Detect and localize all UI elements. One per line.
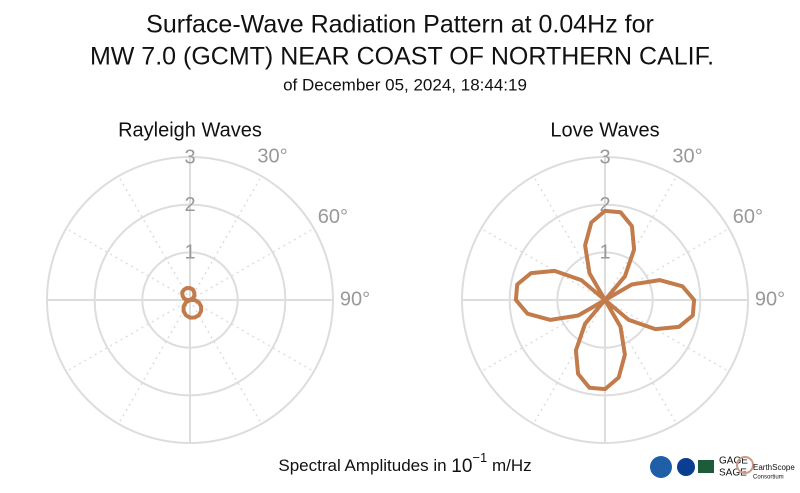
polar-chart: Love Waves 1 2 3 30° 60° 90° [461, 119, 785, 444]
logo-sage: SAGE [719, 468, 747, 479]
logo-earthscope: EarthScope [753, 463, 795, 472]
logo-usgs [698, 460, 714, 473]
grid-circle [508, 203, 702, 397]
title-line: MW 7.0 (GCMT) NEAR COAST OF NORTHERN CAL… [90, 43, 714, 71]
theta-tick-label: 90° [340, 288, 370, 310]
r-tick-label: 3 [599, 146, 610, 168]
footer-text: Spectral Amplitudes in [278, 456, 451, 475]
logo-nsf [650, 456, 672, 478]
chart-title: Rayleigh Waves [118, 119, 262, 141]
footer-base: 10 [451, 456, 472, 477]
footer: Spectral Amplitudes in 10−1 m/Hz [278, 450, 531, 477]
footer-unit: m/Hz [487, 456, 531, 475]
logo-nasa [677, 458, 695, 476]
logo-gage: GAGE [719, 456, 748, 467]
theta-tick-label: 30° [672, 145, 702, 167]
pattern-line [180, 286, 204, 320]
logo-consortium: Consortium [753, 475, 784, 481]
r-tick-label: 2 [184, 194, 195, 216]
title-line: Surface-Wave Radiation Pattern at 0.04Hz… [146, 11, 654, 39]
theta-tick-label: 30° [257, 145, 287, 167]
r-tick-label: 2 [599, 194, 610, 216]
r-tick-label: 1 [184, 242, 195, 264]
chart-title: Love Waves [550, 119, 659, 141]
logos: GAGE SAGE EarthScope Consortium [650, 456, 795, 481]
r-tick-label: 3 [184, 146, 195, 168]
grid-circle [93, 203, 287, 397]
theta-tick-label: 90° [755, 288, 785, 310]
r-tick-label: 1 [599, 242, 610, 264]
pattern-line [513, 208, 697, 392]
theta-tick-label: 60° [733, 206, 763, 228]
grid-circle [141, 251, 239, 349]
footer-exponent: −1 [472, 450, 487, 465]
theta-tick-label: 60° [318, 206, 348, 228]
polar-chart: Rayleigh Waves 1 2 3 30° 60° 90° [46, 119, 370, 444]
logo-earthscope-mark [736, 456, 754, 474]
subtitle: of December 05, 2024, 18:44:19 [283, 75, 527, 94]
grid-circle [556, 251, 654, 349]
grid-circle [46, 156, 334, 444]
grid-circle [461, 156, 749, 444]
